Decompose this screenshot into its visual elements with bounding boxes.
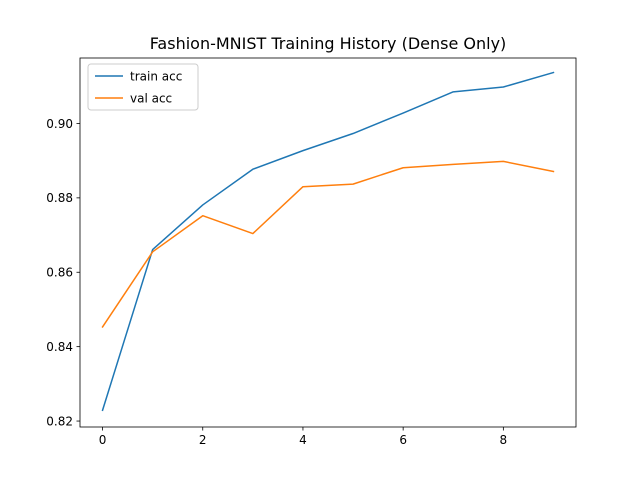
y-tick-label: 0.86 <box>46 266 73 280</box>
y-tick-label: 0.82 <box>46 414 73 428</box>
y-tick-label: 0.90 <box>46 117 73 131</box>
legend: train acc val acc <box>87 63 199 111</box>
plot-area <box>79 57 577 428</box>
series-line-train-acc <box>101 71 555 412</box>
y-tick-label: 0.84 <box>46 340 73 354</box>
series-line-val-acc <box>101 160 555 328</box>
x-tick-label: 8 <box>500 433 508 447</box>
series-group <box>101 71 555 412</box>
legend-label: train acc <box>130 70 182 84</box>
y-tick-label: 0.88 <box>46 191 73 205</box>
x-tick-label: 6 <box>399 433 407 447</box>
x-tick-label: 0 <box>99 433 107 447</box>
x-tick-label: 4 <box>299 433 307 447</box>
plot-frame <box>79 57 577 428</box>
y-axis: 0.82 0.84 0.86 0.88 0.90 <box>46 117 80 428</box>
x-axis: 0 2 4 6 8 <box>99 427 507 447</box>
legend-label: val acc <box>130 92 172 106</box>
chart-title: Fashion-MNIST Training History (Dense On… <box>150 34 507 53</box>
x-tick-label: 2 <box>199 433 207 447</box>
